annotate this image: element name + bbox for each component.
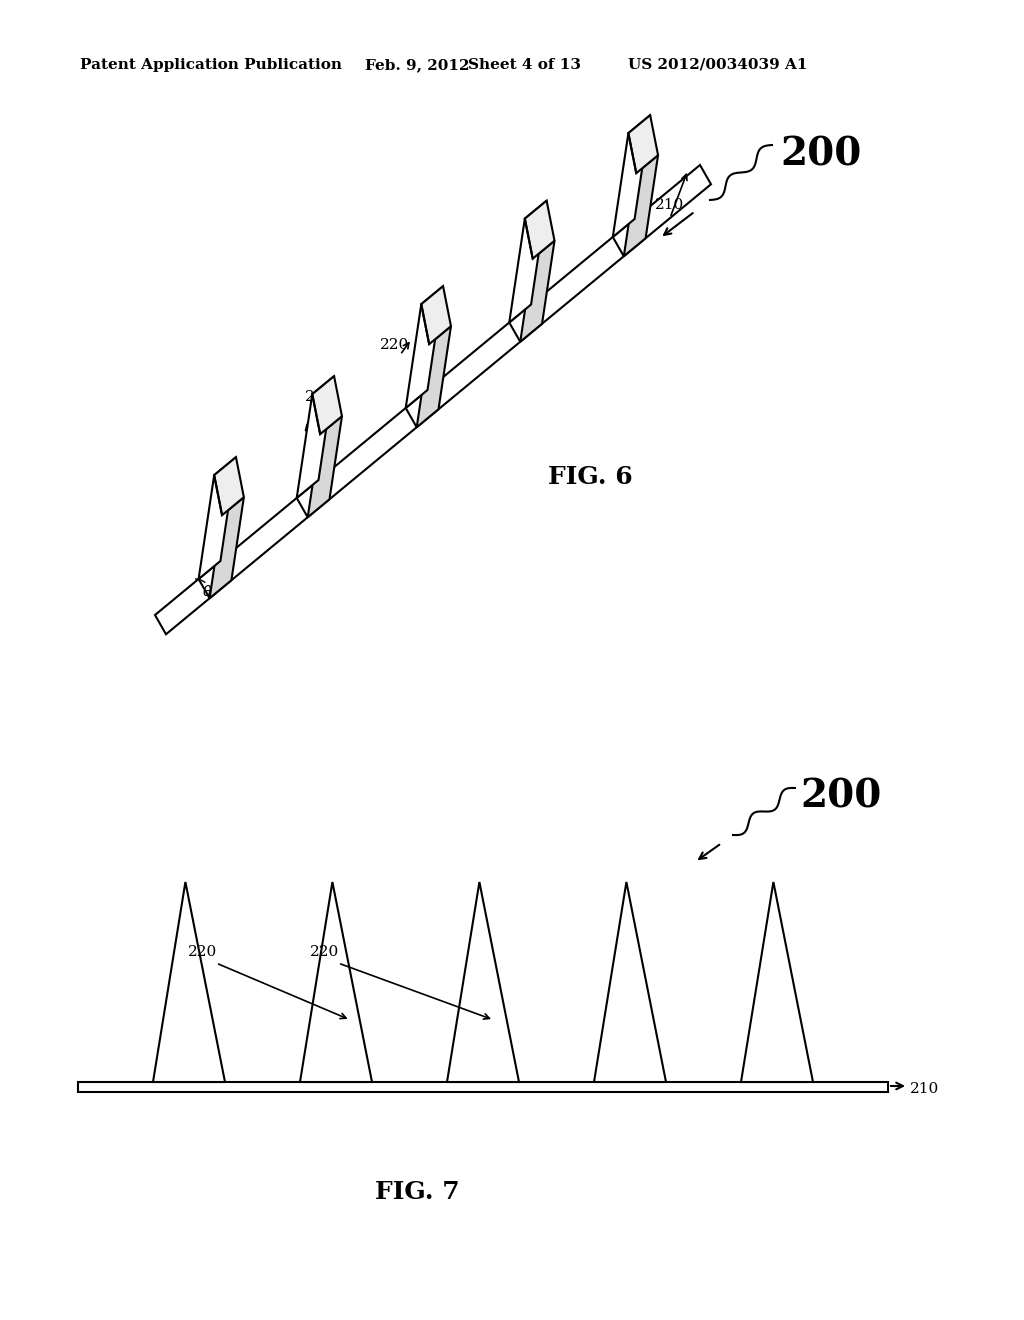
Polygon shape (741, 882, 813, 1082)
Polygon shape (417, 326, 451, 428)
Text: US 2012/0034039 A1: US 2012/0034039 A1 (628, 58, 808, 73)
Polygon shape (447, 882, 519, 1082)
Text: FIG. 7: FIG. 7 (375, 1180, 460, 1204)
Text: FIG. 6: FIG. 6 (548, 465, 633, 488)
Polygon shape (199, 457, 236, 579)
Polygon shape (78, 1082, 888, 1092)
Polygon shape (297, 376, 334, 498)
Text: 220: 220 (188, 945, 217, 960)
Text: 220: 220 (305, 389, 334, 404)
Text: 220: 220 (380, 338, 410, 352)
Text: 210: 210 (655, 198, 684, 213)
Polygon shape (594, 882, 666, 1082)
Text: 200: 200 (800, 777, 882, 816)
Polygon shape (612, 115, 650, 238)
Polygon shape (520, 240, 555, 342)
Polygon shape (153, 882, 225, 1082)
Text: Patent Application Publication: Patent Application Publication (80, 58, 342, 73)
Text: 200: 200 (780, 135, 861, 173)
Polygon shape (421, 286, 451, 345)
Text: θ: θ (203, 585, 212, 599)
Polygon shape (300, 882, 372, 1082)
Text: 210: 210 (910, 1082, 939, 1096)
Polygon shape (312, 376, 342, 434)
Polygon shape (155, 165, 711, 634)
Polygon shape (624, 156, 658, 256)
Text: Feb. 9, 2012: Feb. 9, 2012 (365, 58, 469, 73)
Text: Sheet 4 of 13: Sheet 4 of 13 (468, 58, 581, 73)
Polygon shape (509, 201, 547, 322)
Text: 220: 220 (310, 945, 339, 960)
Polygon shape (214, 457, 244, 515)
Polygon shape (525, 201, 555, 259)
Polygon shape (406, 286, 443, 408)
Polygon shape (210, 498, 244, 598)
Polygon shape (629, 115, 658, 173)
Polygon shape (307, 416, 342, 517)
